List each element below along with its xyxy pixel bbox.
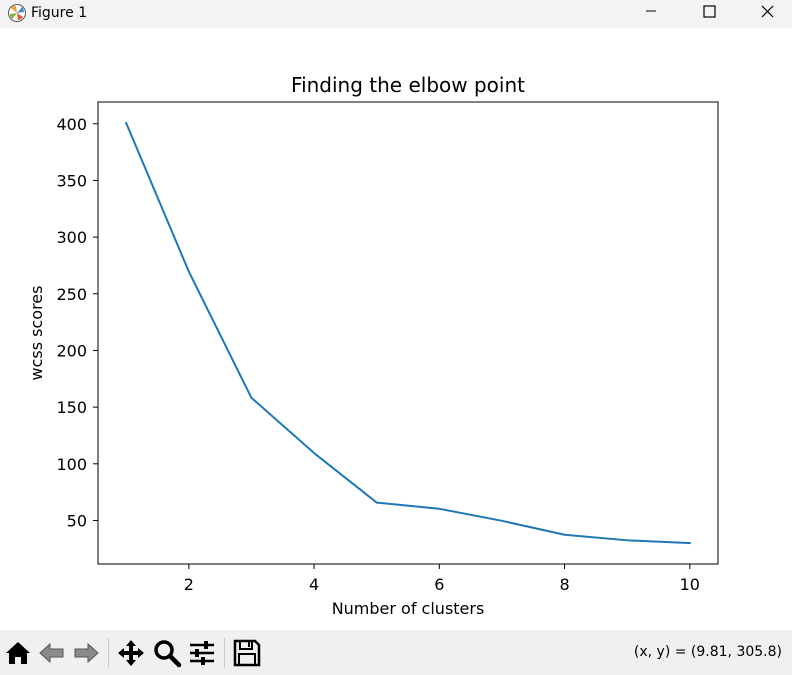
save-button[interactable] — [232, 638, 262, 668]
y-tick-label: 100 — [56, 455, 87, 474]
figure-canvas[interactable]: Finding the elbow point 2 4 6 8 10 50 100 150 20… — [0, 28, 792, 630]
toolbar-separator — [108, 638, 109, 668]
title-bar: Figure 1 — [0, 0, 792, 28]
forward-arrow-icon — [74, 642, 99, 664]
zoom-button[interactable] — [152, 638, 182, 668]
configure-subplots-button[interactable] — [187, 638, 217, 668]
x-tick-label: 10 — [680, 575, 700, 594]
series-line — [124, 121, 691, 545]
series-lines — [124, 121, 691, 545]
home-icon — [6, 642, 30, 664]
save-floppy-icon — [233, 639, 261, 667]
toolbar-separator — [224, 638, 225, 668]
configure-subplots-icon — [190, 641, 214, 665]
close-button[interactable] — [745, 0, 791, 28]
plot-area-frame — [97, 101, 719, 565]
back-button[interactable] — [37, 638, 67, 668]
x-tick-label: 2 — [184, 575, 194, 594]
navigation-toolbar: (x, y) = (9.81, 305.8) — [0, 630, 792, 675]
maximize-icon — [703, 5, 716, 18]
y-tick-label: 150 — [56, 398, 87, 417]
back-arrow-icon — [39, 642, 64, 664]
close-icon — [761, 5, 774, 18]
x-tick-label: 8 — [559, 575, 569, 594]
forward-button[interactable] — [71, 638, 101, 668]
y-tick-label: 300 — [56, 228, 87, 247]
y-tick-label: 200 — [56, 341, 87, 360]
chart-title: Finding the elbow point — [291, 73, 525, 97]
zoom-magnifier-icon — [154, 640, 182, 668]
y-tick-label: 350 — [56, 171, 87, 190]
minimize-icon — [646, 10, 656, 12]
maximize-button[interactable] — [686, 0, 732, 28]
minimize-button[interactable] — [628, 0, 674, 28]
matplotlib-logo-icon — [7, 3, 27, 23]
y-tick-label: 250 — [56, 285, 87, 304]
pan-button[interactable] — [116, 638, 146, 668]
coordinates-readout: (x, y) = (9.81, 305.8) — [633, 644, 782, 660]
axis-ticks: 2 4 6 8 10 50 100 150 200 250 300 350 400 — [56, 115, 700, 594]
x-tick-label: 6 — [434, 575, 444, 594]
window-title: Figure 1 — [31, 5, 88, 21]
home-button[interactable] — [3, 638, 33, 668]
y-tick-label: 400 — [56, 115, 87, 134]
pan-move-icon — [118, 640, 144, 666]
y-axis-label: wcss scores — [27, 286, 46, 381]
y-tick-label: 50 — [67, 511, 87, 530]
x-tick-label: 4 — [309, 575, 319, 594]
line-chart: Finding the elbow point 2 4 6 8 10 50 100 150 20… — [27, 73, 719, 618]
x-axis-label: Number of clusters — [332, 599, 485, 618]
